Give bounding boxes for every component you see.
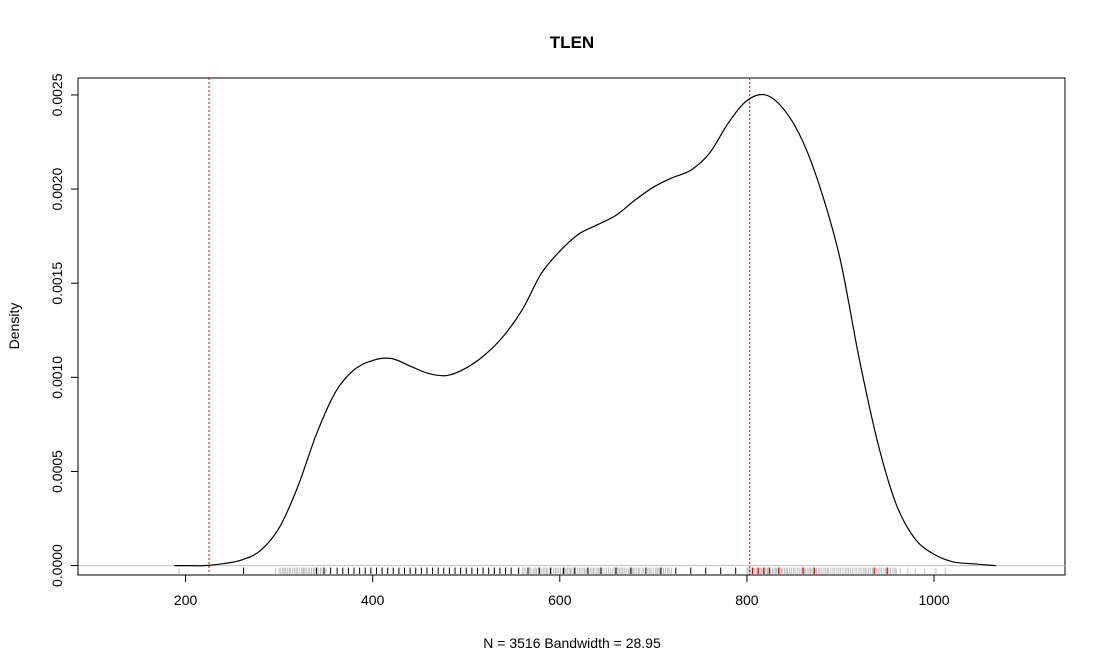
- y-tick-label: 0.0015: [49, 262, 65, 305]
- reference-lines: [208, 78, 751, 575]
- y-tick-label: 0.0005: [49, 450, 65, 493]
- chart-title: TLEN: [550, 33, 594, 52]
- x-tick-label: 1000: [918, 592, 949, 608]
- plot-frame: [77, 77, 1066, 576]
- x-axis: 200 400 600 800 1000: [174, 574, 950, 608]
- curve-layer: [78, 93, 1065, 567]
- x-tick-label: 600: [548, 592, 572, 608]
- rug-layer: [178, 567, 946, 574]
- y-tick-label: 0.0025: [49, 73, 65, 116]
- y-tick-label: 0.0000: [49, 544, 65, 587]
- x-tick-label: 200: [174, 592, 198, 608]
- x-tick-label: 800: [735, 592, 759, 608]
- y-axis: 0.0000 0.0005 0.0010 0.0015 0.0020 0.0025: [49, 73, 79, 587]
- x-tick-label: 400: [361, 592, 385, 608]
- y-tick-label: 0.0020: [49, 167, 65, 210]
- density-curve: [174, 93, 996, 567]
- y-axis-label: Density: [6, 303, 22, 350]
- y-tick-label: 0.0010: [49, 356, 65, 399]
- chart-subtitle: N = 3516 Bandwidth = 28.95: [483, 635, 661, 651]
